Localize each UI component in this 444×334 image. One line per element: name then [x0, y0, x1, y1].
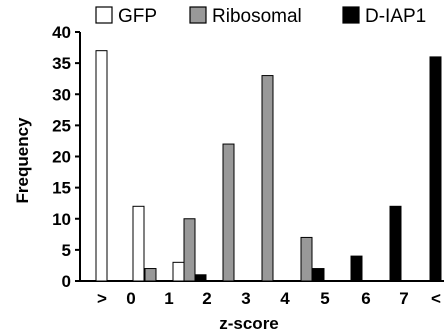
bars — [95, 50, 442, 282]
y-tick-label: 30 — [52, 85, 71, 104]
legend-label-gfp: GFP — [118, 6, 157, 27]
y-tick-label: 10 — [52, 210, 71, 229]
x-tick-label: 4 — [280, 289, 290, 308]
legend-swatch-ribosomal — [189, 6, 207, 24]
y-axis: 0 5 10 15 20 25 30 35 40 — [52, 23, 81, 291]
bar-ribosomal-2 — [183, 218, 196, 282]
bar-d-iap1-8 — [429, 56, 442, 282]
x-axis: >0 1 2 3 4 5 6 7 < — [80, 280, 444, 308]
bar-ribosomal-3 — [222, 143, 235, 282]
legend-swatch-d-iap1 — [342, 6, 360, 24]
x-tick-label: < — [431, 289, 441, 308]
bar-d-iap1-5 — [312, 268, 325, 282]
x-tick-label: 0 — [126, 289, 135, 308]
legend: GFP Ribosomal D-IAP1 — [95, 6, 426, 27]
x-tick-label: 3 — [241, 289, 250, 308]
bar-ribosomal-1 — [144, 268, 157, 282]
y-tick-label: 25 — [52, 116, 71, 135]
x-axis-title: z-score — [219, 314, 279, 333]
y-axis-title: Frequency — [13, 117, 32, 204]
bar-d-iap1-6 — [350, 255, 363, 282]
y-tick-label: 5 — [62, 241, 71, 260]
bar-d-iap1-2 — [194, 274, 207, 282]
bar-ribosomal-5 — [300, 236, 313, 282]
y-tick-label: 15 — [52, 179, 71, 198]
y-tick-label: 35 — [52, 54, 71, 73]
legend-label-d-iap1: D-IAP1 — [365, 6, 426, 27]
bar-gfp-0 — [95, 50, 108, 282]
x-tick-label: 2 — [202, 289, 211, 308]
x-tick-label: 1 — [164, 289, 173, 308]
bar-d-iap1-7 — [389, 205, 402, 282]
y-tick-label: 20 — [52, 148, 71, 167]
x-tick-label: 7 — [399, 289, 408, 308]
legend-swatch-gfp — [95, 6, 113, 24]
legend-label-ribosomal: Ribosomal — [212, 6, 302, 27]
x-tick-label: > — [97, 289, 107, 308]
y-tick-label: 0 — [62, 272, 71, 291]
bar-gfp-1 — [132, 205, 145, 282]
x-tick-label: 5 — [320, 289, 329, 308]
bar-ribosomal-4 — [261, 75, 274, 282]
bar-gfp-2 — [172, 261, 185, 282]
x-tick-label: 6 — [361, 289, 370, 308]
y-tick-label: 40 — [52, 23, 71, 42]
